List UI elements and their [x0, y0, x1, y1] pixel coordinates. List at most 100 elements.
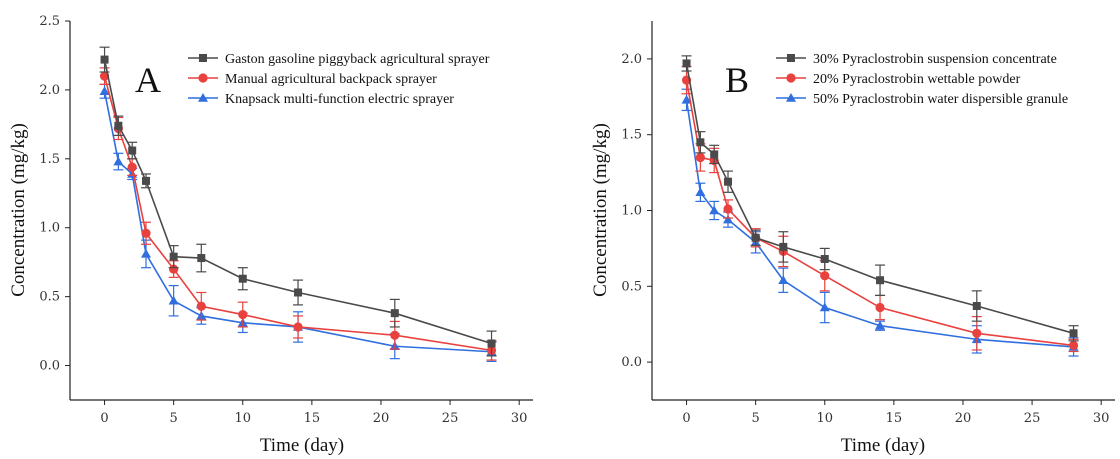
legend-label: 20% Pyraclostrobin wettable powder — [813, 72, 1021, 87]
data-point — [695, 187, 706, 197]
data-point — [876, 276, 885, 285]
panel-label: B — [725, 60, 749, 100]
legend-marker — [199, 54, 207, 62]
x-tick-label: 25 — [1024, 411, 1041, 426]
data-point — [169, 264, 179, 274]
y-axis-title: Concentration (mg/kg) — [590, 123, 611, 297]
y-tick-label: 1.5 — [39, 152, 60, 167]
x-tick-label: 15 — [304, 411, 321, 426]
series-line — [103, 59, 492, 345]
x-tick-label: 30 — [1093, 411, 1110, 426]
data-point — [114, 121, 123, 130]
x-axis-title: Time (day) — [260, 435, 344, 456]
data-point — [141, 228, 151, 238]
data-point — [681, 94, 692, 104]
legend-label: 50% Pyraclostrobin water dispersible gra… — [813, 92, 1068, 107]
series-0 — [681, 55, 1079, 342]
data-point — [695, 152, 705, 163]
legend-label: 30% Pyraclostrobin suspension concentrat… — [813, 52, 1057, 67]
data-point — [875, 302, 885, 313]
data-point — [696, 138, 705, 147]
data-point — [294, 288, 303, 297]
panel-a: 0.0 0.5 1.0 1.5 2.0 2.5 0 5 10 15 20 25 30 Time (day)… — [8, 14, 533, 456]
y-tick-label: 1.0 — [39, 221, 60, 236]
legend-label: Knapsack multi-function electric sprayer — [225, 92, 454, 107]
data-point — [875, 320, 886, 330]
y-tick-label: 0.5 — [621, 279, 642, 294]
series-2 — [681, 88, 1079, 357]
data-point — [238, 309, 248, 320]
legend: 30% Pyraclostrobin suspension concentrat… — [776, 52, 1068, 107]
y-tick-label: 0.0 — [621, 355, 642, 370]
y-tick-label: 0.5 — [39, 290, 60, 305]
legend-marker — [787, 54, 795, 62]
legend: Gaston gasoline piggyback agricultural s… — [188, 52, 490, 107]
data-point — [682, 59, 691, 68]
data-point — [723, 204, 733, 214]
x-tick-label: 20 — [373, 411, 390, 426]
x-tick-label: 30 — [511, 411, 528, 426]
data-point — [390, 309, 399, 318]
data-point — [819, 302, 830, 312]
y-tick-label: 2.5 — [39, 14, 60, 29]
data-point — [779, 242, 788, 251]
x-tick-label: 15 — [886, 411, 903, 426]
data-point — [100, 55, 109, 64]
legend-label: Manual agricultural backpack sprayer — [225, 72, 437, 87]
y-tick-label: 1.0 — [621, 204, 642, 219]
data-point — [197, 254, 206, 263]
data-point — [238, 274, 247, 283]
x-tick-label: 5 — [752, 411, 760, 426]
data-point — [293, 322, 303, 332]
data-point — [710, 150, 719, 159]
data-point — [141, 248, 152, 258]
data-point — [751, 233, 760, 242]
data-point — [128, 146, 137, 155]
legend-marker — [198, 73, 208, 83]
data-point — [127, 162, 137, 172]
x-tick-label: 20 — [955, 411, 972, 426]
data-point — [99, 86, 110, 96]
data-point — [168, 295, 179, 305]
data-point — [1069, 329, 1078, 338]
series-line — [685, 79, 1074, 347]
data-point — [724, 177, 733, 186]
x-tick-label: 25 — [442, 411, 459, 426]
y-axis-title: Concentration (mg/kg) — [8, 123, 29, 297]
data-point — [709, 205, 720, 215]
series-0 — [99, 46, 497, 357]
series-line — [103, 91, 492, 353]
x-tick-label: 0 — [100, 411, 108, 426]
y-tick-label: 2.0 — [39, 83, 60, 98]
legend-marker — [786, 73, 796, 83]
data-point — [169, 252, 178, 261]
legend-marker — [786, 93, 796, 102]
y-tick-label: 0.0 — [39, 359, 60, 374]
data-point — [487, 339, 496, 348]
data-point — [820, 271, 830, 281]
data-point — [196, 301, 206, 311]
y-tick-label: 2.0 — [621, 52, 642, 67]
panel-label: A — [135, 60, 161, 100]
data-point — [1068, 340, 1079, 351]
data-point — [820, 255, 829, 264]
x-tick-label: 10 — [816, 411, 833, 426]
panel-b: 0.0 0.5 1.0 1.5 2.0 0 5 10 15 20 25 30 Time (day) Con… — [590, 21, 1115, 456]
x-axis-title: Time (day) — [841, 435, 925, 456]
data-point — [778, 275, 789, 284]
data-point — [113, 156, 124, 166]
data-point — [972, 328, 982, 338]
data-point — [972, 302, 981, 311]
series-1 — [99, 67, 497, 361]
x-tick-label: 0 — [682, 411, 690, 426]
x-tick-label: 5 — [170, 411, 178, 426]
data-point — [142, 176, 151, 185]
legend-label: Gaston gasoline piggyback agricultural s… — [225, 52, 490, 67]
x-tick-label: 10 — [234, 411, 251, 426]
series-line — [685, 63, 1074, 335]
series-line — [103, 75, 492, 352]
data-point — [723, 214, 734, 224]
y-tick-label: 1.5 — [621, 128, 642, 143]
data-point — [390, 330, 400, 340]
